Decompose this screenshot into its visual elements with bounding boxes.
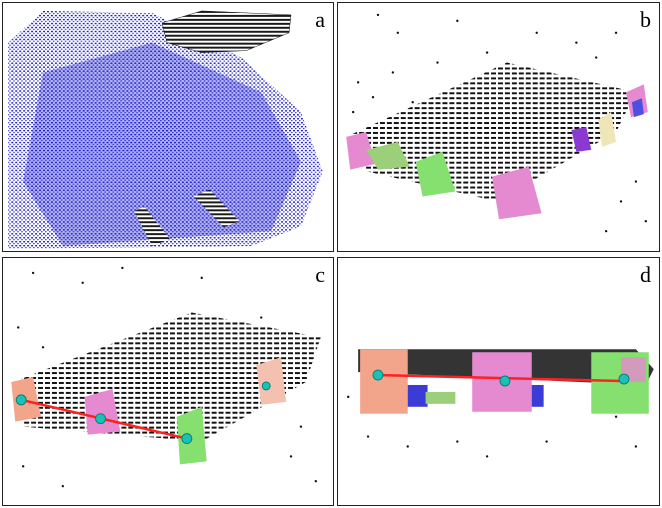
panel-label-b: b: [640, 7, 651, 32]
segment-blue-center: [531, 384, 544, 407]
marker-4: [261, 381, 271, 391]
segment-blue-far: [631, 98, 644, 118]
segment-pink-center: [84, 388, 121, 435]
point-cloud-raw: [8, 10, 323, 250]
segment-green-right: [176, 406, 207, 465]
segment-violet: [571, 127, 592, 152]
pallet-foot-right: [193, 189, 240, 228]
segment-salmon-far: [256, 357, 287, 405]
segment-green-left: [366, 141, 410, 170]
noise-points: [17, 266, 317, 488]
noise-points: [347, 395, 638, 458]
blue-dense-region: [23, 42, 301, 247]
segment-blue-left: [407, 384, 428, 407]
panel-c: c: [2, 257, 334, 506]
marker-2: [499, 375, 511, 387]
marker-3: [181, 433, 193, 444]
panel-label-d: d: [640, 262, 651, 287]
panel-d: d: [337, 257, 660, 506]
marker-2: [95, 413, 107, 425]
fitted-line: [377, 373, 622, 383]
point-cloud-fitted: [11, 266, 321, 488]
segment-green-left: [425, 391, 456, 404]
point-cloud-top-view: [347, 349, 654, 458]
marker-1: [372, 369, 384, 381]
marker-3: [618, 373, 630, 385]
noise-points: [351, 13, 648, 233]
segment-salmon-left: [360, 349, 408, 414]
panel-label-a: a: [315, 7, 325, 32]
segment-green-center: [415, 151, 456, 197]
segment-beige: [598, 112, 617, 147]
pallet-deck: [346, 62, 636, 202]
point-cloud-segmented: [346, 13, 648, 233]
segment-pink-right: [492, 166, 542, 220]
panel-a: a: [2, 2, 334, 252]
panel-label-c: c: [315, 262, 325, 287]
blue-point-cloud: [8, 10, 323, 250]
marker-1: [15, 394, 27, 406]
pallet-points: [161, 10, 292, 53]
pallet-foot-left: [134, 206, 170, 247]
segment-pink-left: [346, 131, 376, 170]
panel-b: b: [337, 2, 660, 252]
